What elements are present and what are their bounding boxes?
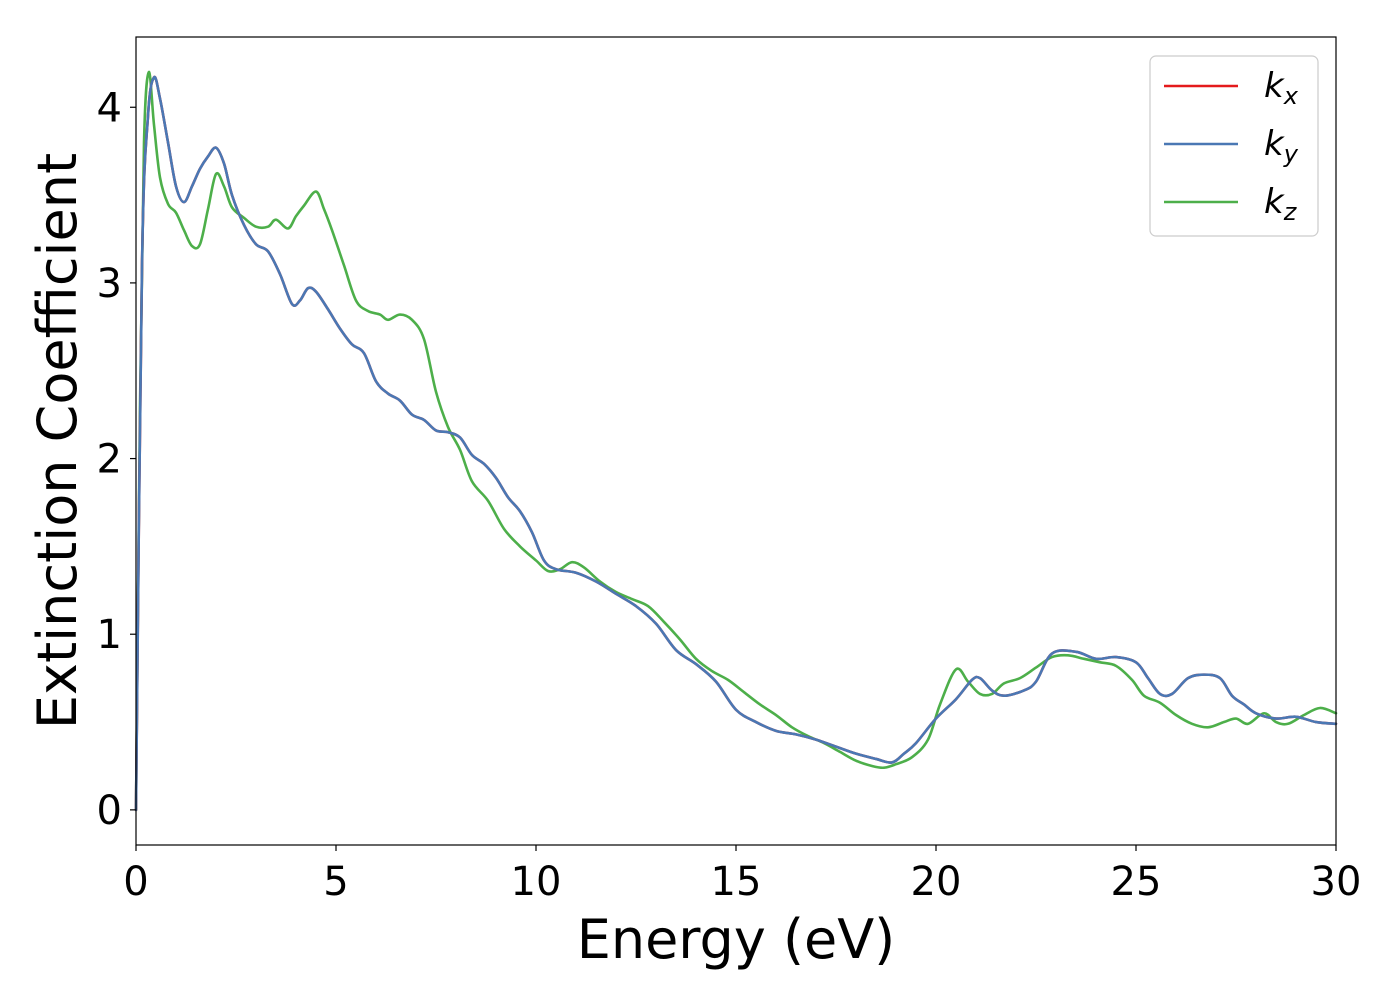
x-axis-title: Energy (eV) [577,908,896,971]
legend-label-y: ky [1264,124,1299,168]
series-line-k-y [134,75,1338,812]
legend-label-z: kz [1264,182,1298,226]
x-tick-label: 25 [1111,859,1162,905]
legend: kx ky kz [1149,55,1319,237]
x-tick-label: 20 [911,859,962,905]
y-tick-label: 4 [97,85,122,131]
y-tick-label: 0 [97,788,122,834]
y-axis-title: Extinction Coefficient [26,153,89,729]
x-tick-label: 15 [711,859,762,905]
x-tick-label: 30 [1311,859,1362,905]
x-tick-label: 5 [323,859,348,905]
series-layer [134,70,1338,812]
x-tick-label: 0 [123,859,148,905]
legend-box [1149,55,1319,237]
y-axis-ticks: 0 1 2 3 4 [97,85,136,834]
series-line-k-z [134,70,1338,812]
legend-label-x: kx [1264,66,1299,110]
x-axis-ticks: 0 5 10 15 20 25 30 [123,845,1361,905]
y-tick-label: 1 [97,612,122,658]
x-tick-label: 10 [511,859,562,905]
y-tick-label: 2 [97,437,122,483]
y-tick-label: 3 [97,261,122,307]
